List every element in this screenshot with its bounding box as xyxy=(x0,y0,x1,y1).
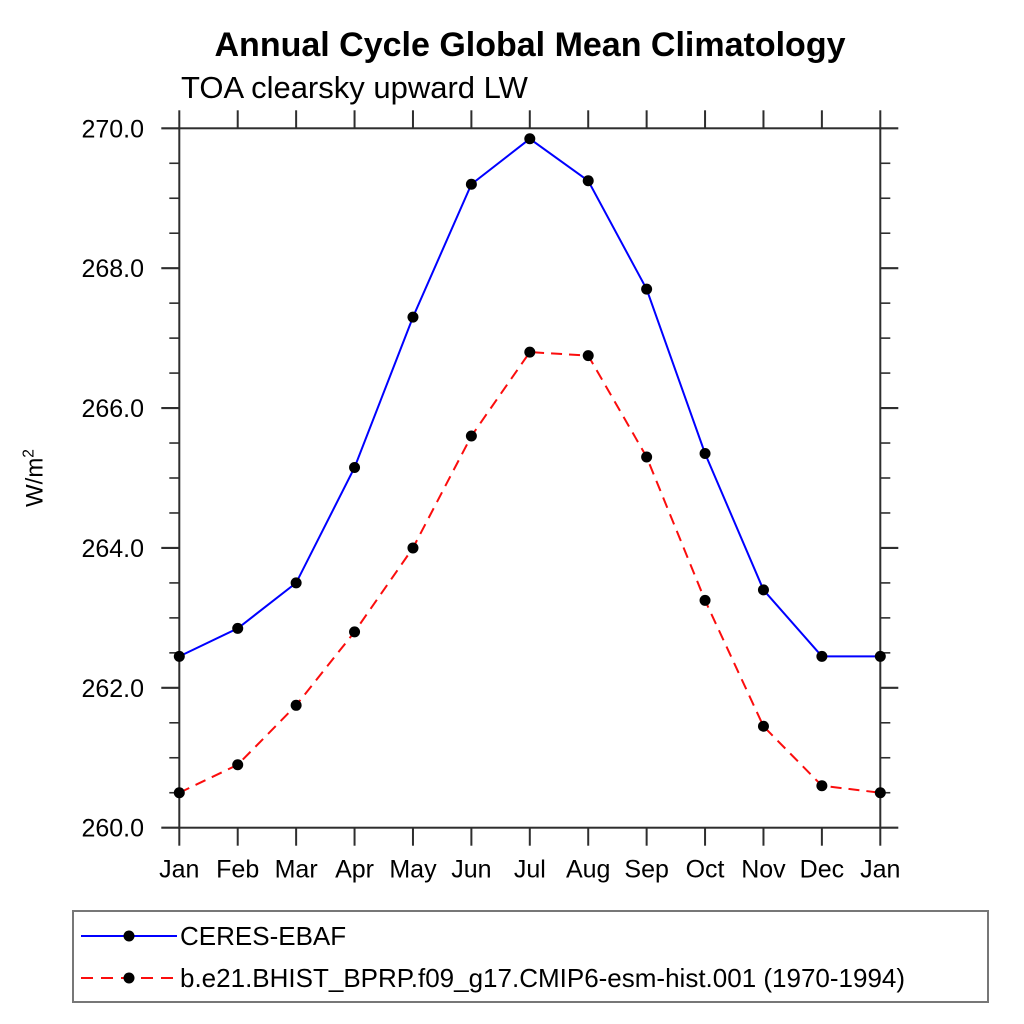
legend-row-ceres: CERES-EBAF xyxy=(79,916,346,956)
data-point-marker-1 xyxy=(465,430,477,442)
y-axis-tick-label: 268.0 xyxy=(81,255,144,283)
data-point-marker-0 xyxy=(816,650,828,662)
x-axis-tick-label: Jun xyxy=(451,856,491,884)
data-point-marker-1 xyxy=(874,787,886,799)
data-point-marker-1 xyxy=(524,346,536,358)
legend-marker-icon xyxy=(123,972,135,984)
chart-subtitle: TOA clearsky upward LW xyxy=(181,70,528,105)
y-axis-tick-label: 270.0 xyxy=(81,115,144,143)
data-point-marker-1 xyxy=(757,720,769,732)
x-axis-tick-label: Jan xyxy=(159,856,199,884)
x-axis-tick-label: Jan xyxy=(860,856,900,884)
data-point-marker-1 xyxy=(407,542,419,554)
x-axis-tick-label: Oct xyxy=(686,856,725,884)
y-axis-tick-label: 264.0 xyxy=(81,535,144,563)
legend-row-model: b.e21.BHIST_BPRP.f09_g17.CMIP6-esm-hist.… xyxy=(79,958,905,998)
x-axis-tick-label: Aug xyxy=(566,856,610,884)
x-axis-tick-label: Apr xyxy=(335,856,374,884)
legend: CERES-EBAF b.e21.BHIST_BPRP.f09_g17.CMIP… xyxy=(72,910,989,1003)
data-point-marker-1 xyxy=(699,594,711,606)
data-point-marker-0 xyxy=(232,622,244,634)
x-axis-tick-label: Mar xyxy=(275,856,318,884)
data-point-marker-0 xyxy=(757,584,769,596)
plot-frame xyxy=(178,127,882,829)
legend-label: b.e21.BHIST_BPRP.f09_g17.CMIP6-esm-hist.… xyxy=(180,962,906,993)
legend-line-sample-icon xyxy=(81,972,177,984)
x-axis-tick-label: Dec xyxy=(800,856,844,884)
x-axis-tick-label: Sep xyxy=(624,856,668,884)
data-point-marker-1 xyxy=(816,780,828,792)
data-point-marker-0 xyxy=(524,133,536,145)
legend-marker-icon xyxy=(123,930,135,942)
data-point-marker-0 xyxy=(641,283,653,295)
legend-label: CERES-EBAF xyxy=(180,920,347,951)
data-point-marker-0 xyxy=(699,448,711,460)
data-point-marker-1 xyxy=(641,451,653,463)
x-axis-tick-label: Feb xyxy=(216,856,259,884)
x-axis-tick-label: Jul xyxy=(514,856,546,884)
data-point-marker-0 xyxy=(407,311,419,323)
y-axis-tick-label: 262.0 xyxy=(81,675,144,703)
series-line-0 xyxy=(178,137,881,658)
data-point-marker-1 xyxy=(173,787,185,799)
x-axis-tick-label: Nov xyxy=(741,856,786,884)
data-point-marker-1 xyxy=(290,699,302,711)
data-point-marker-0 xyxy=(465,178,477,190)
legend-line-sample-icon xyxy=(81,930,177,942)
x-axis-tick-label: May xyxy=(389,856,437,884)
y-axis-tick-label: 260.0 xyxy=(81,815,144,843)
data-point-marker-0 xyxy=(290,577,302,589)
data-point-marker-1 xyxy=(582,350,594,362)
data-point-marker-0 xyxy=(874,650,886,662)
data-point-marker-1 xyxy=(232,759,244,771)
data-point-marker-0 xyxy=(173,650,185,662)
y-axis-tick-label: 266.0 xyxy=(81,395,144,423)
chart-title: Annual Cycle Global Mean Climatology xyxy=(214,26,846,64)
data-point-marker-0 xyxy=(582,175,594,187)
data-point-marker-1 xyxy=(349,626,361,638)
series-line-1 xyxy=(178,351,881,794)
data-point-marker-0 xyxy=(349,462,361,474)
